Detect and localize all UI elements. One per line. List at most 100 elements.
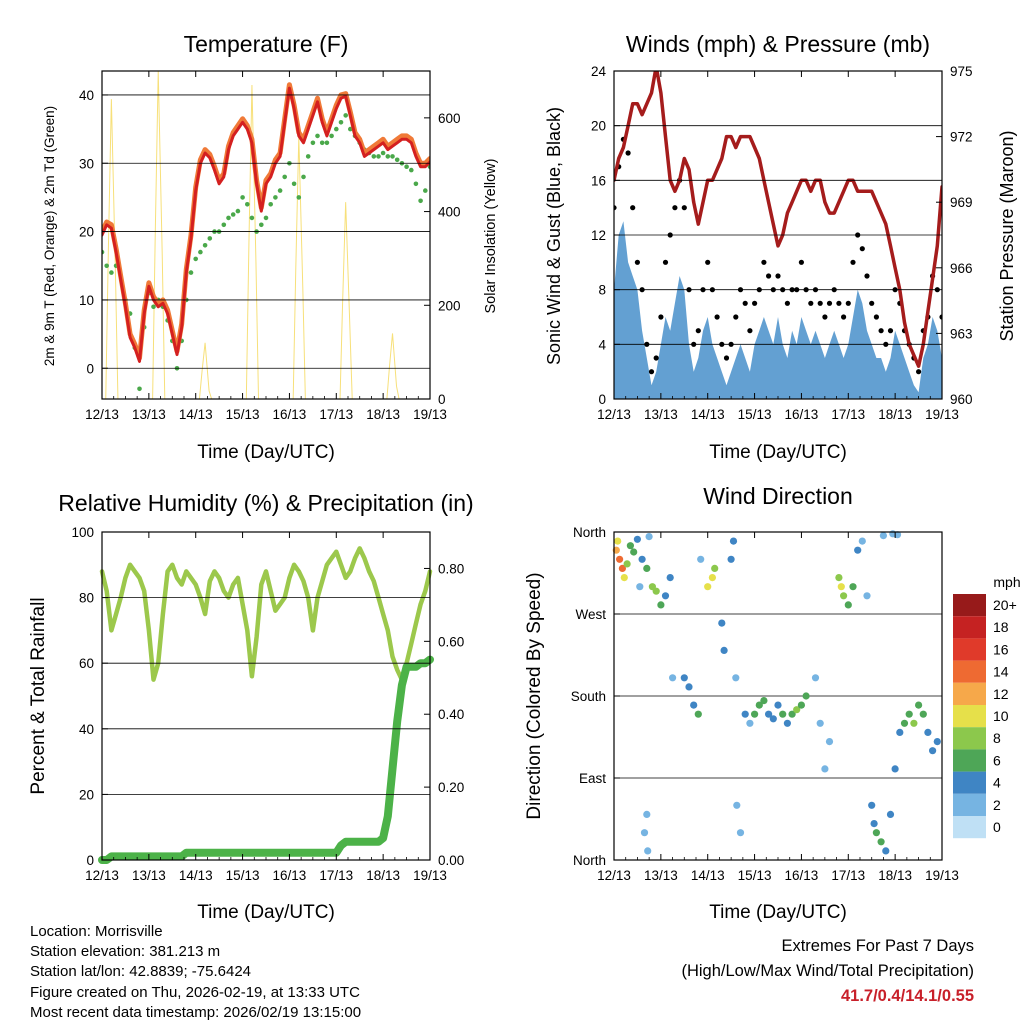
winds-ytick-label: 8 [598,283,606,298]
direction-point [614,537,622,545]
direction-point [652,587,660,595]
winds-ytick-label: 0 [598,392,606,407]
insolation-y2tick-label: 400 [438,205,461,220]
winds-ylabel: Sonic Wind & Gust (Blue, Black) [544,107,564,365]
direction-ytick-label: West [575,607,606,622]
direction-point [643,810,651,819]
precip-line [98,655,434,864]
dewpoint-point [301,174,306,180]
direction-point [863,592,871,600]
dewpoint-point [282,174,288,180]
dewpoint-point [376,154,381,159]
gust-point [798,259,805,265]
direction-point [638,555,646,563]
dewpoint-point [268,202,274,207]
extremes-box: Extremes For Past 7 Days (High/Low/Max W… [681,934,974,1009]
gust-point [648,369,655,375]
temperature-xtick-label: 16/13 [273,407,307,422]
rh-ytick-label: 80 [79,591,94,606]
dewpoint-point [104,263,109,269]
gust-point [723,355,730,361]
legend-label: 0 [993,819,1001,835]
direction-point [877,838,885,846]
direction-point [765,710,773,718]
direction-xtick-label: 14/13 [691,868,725,883]
direction-point [868,801,876,809]
insolation-y2tick-label: 0 [438,392,446,407]
gust-point [672,205,678,211]
gust-point [766,273,772,279]
dewpoint-point [230,212,236,217]
winds-ytick-label: 20 [591,119,606,134]
dewpoint-point [423,188,428,193]
legend-label: 16 [993,641,1009,657]
temperature-xtick-label: 18/13 [366,407,400,422]
dewpoint-point [240,195,245,200]
insolation-spike [152,71,166,399]
direction-ytick-label: South [571,689,606,704]
dewpoint-point [385,154,391,159]
dewpoint-point [207,236,213,241]
direction-xtick-label: 13/13 [644,868,678,883]
direction-point [837,583,845,591]
legend-swatch [953,682,986,705]
dewpoint-point [226,215,231,221]
pressure-y2tick-label: 972 [950,130,973,145]
gust-point [869,300,875,306]
dewpoint-point [310,140,316,146]
pressure-line [614,71,942,368]
legend-label: 10 [993,708,1009,724]
direction-point [811,674,820,682]
direction-point [755,701,763,709]
legend-label: 18 [993,619,1009,635]
direction-point [879,532,888,540]
direction-point [793,706,801,714]
direction-point [900,719,909,727]
dewpoint-point [198,249,203,255]
direction-point [720,646,728,655]
gust-point [625,150,631,156]
extremes-values: 41.7/0.4/14.1/0.55 [840,987,974,1005]
rh-frame [101,531,431,861]
dewpoint-point [188,270,194,275]
gust-point [761,259,767,265]
direction-point [661,592,670,600]
gust-point [939,314,942,320]
gust-point [775,273,781,279]
legend-swatch [953,660,986,683]
direction-xtick-label: 16/13 [785,868,819,883]
winds-panel: Winds (mph) & Pressure (mb) Time (Day/UT… [544,31,1017,463]
legend-label: 12 [993,686,1009,702]
direction-ytick-label: East [579,771,606,786]
direction-point [802,692,810,700]
rh-ytick-label: 60 [79,656,94,671]
rh-ytick-label: 40 [79,722,94,737]
legend-swatch [953,771,986,794]
temperature-ytick-label: 0 [86,361,94,376]
gust-point [714,314,720,320]
dewpoint-point [245,202,250,207]
dewpoint-point [334,126,339,132]
direction-point [816,719,824,727]
dewpoint-point [319,140,325,146]
gust-point [808,300,814,306]
dewpoint-point [305,154,311,159]
dewpoint-point [324,140,330,146]
dewpoint-point [409,167,414,173]
direction-title: Wind Direction [703,483,853,509]
gust-point [705,259,711,265]
gust-point [658,314,664,320]
gust-point [630,205,636,211]
dewpoint-point [371,154,377,159]
legend-label: 14 [993,664,1009,680]
temperature-ytick-label: 10 [79,293,94,308]
gust-point [752,300,758,306]
legend-swatch [953,816,986,839]
direction-point [657,601,665,609]
pressure-y2tick-label: 975 [950,64,973,79]
gust-point [653,355,659,361]
dewpoint-point [193,256,198,262]
temperature-xtick-label: 14/13 [179,407,213,422]
legend-label: 8 [993,730,1001,746]
